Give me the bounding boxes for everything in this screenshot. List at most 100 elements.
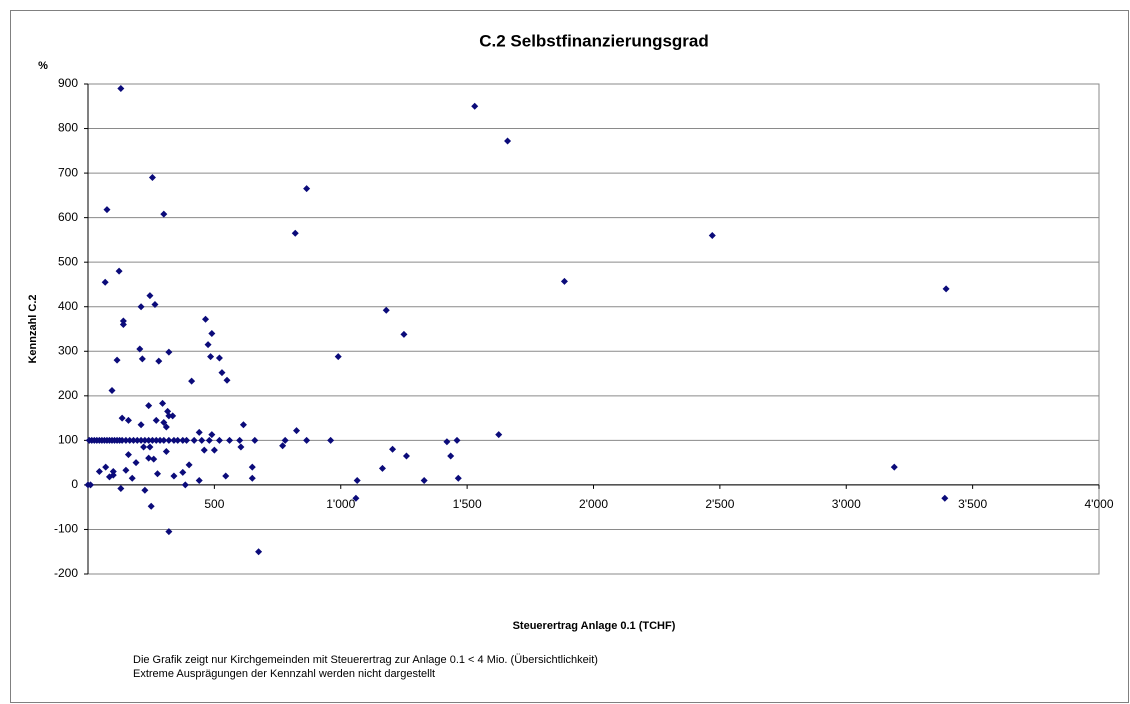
note: Die Grafik zeigt nur Kirchgemeinden mit … xyxy=(133,654,598,666)
y-tick-label: -100 xyxy=(54,522,78,536)
point xyxy=(147,502,155,510)
point xyxy=(156,436,164,444)
point xyxy=(353,476,361,484)
point xyxy=(179,436,187,444)
point xyxy=(942,285,950,293)
point xyxy=(303,436,311,444)
point xyxy=(119,317,127,325)
point xyxy=(181,481,189,489)
point xyxy=(87,481,95,489)
y-tick-label: 600 xyxy=(58,210,78,224)
point xyxy=(198,436,206,444)
point xyxy=(165,412,173,420)
x-tick-label: 1'500 xyxy=(453,497,482,511)
point xyxy=(248,463,256,471)
point xyxy=(239,421,247,429)
point xyxy=(146,292,154,300)
point xyxy=(119,321,127,329)
point xyxy=(170,472,178,480)
point xyxy=(145,454,153,462)
point xyxy=(117,484,125,492)
point xyxy=(132,459,140,467)
point xyxy=(303,185,311,193)
point xyxy=(293,427,301,435)
point xyxy=(389,445,397,453)
point xyxy=(137,421,145,429)
point xyxy=(150,455,158,463)
point xyxy=(118,414,126,422)
point xyxy=(400,330,408,338)
point xyxy=(215,436,223,444)
point xyxy=(210,446,218,454)
y-tick-label: 300 xyxy=(58,343,78,357)
point xyxy=(179,468,187,476)
point xyxy=(146,443,154,451)
point xyxy=(141,486,149,494)
point xyxy=(145,402,153,410)
point xyxy=(117,84,125,92)
point xyxy=(152,436,160,444)
point xyxy=(504,137,512,145)
point xyxy=(327,436,335,444)
point xyxy=(402,452,410,460)
point xyxy=(560,277,568,285)
point xyxy=(109,471,117,479)
point xyxy=(141,436,149,444)
point xyxy=(420,476,428,484)
point xyxy=(165,528,173,536)
x-axis-title: Steuerertrag Anlage 0.1 (TCHF) xyxy=(513,620,676,632)
point xyxy=(124,416,132,424)
point xyxy=(222,472,230,480)
point xyxy=(207,353,215,361)
point xyxy=(102,463,110,471)
point xyxy=(122,466,130,474)
point xyxy=(200,446,208,454)
point xyxy=(236,436,244,444)
y-tick-label: 400 xyxy=(58,299,78,313)
point xyxy=(248,474,256,482)
point xyxy=(138,355,146,363)
point xyxy=(128,474,136,482)
y-axis-title: Kennzahl C.2 xyxy=(27,294,39,363)
point xyxy=(204,341,212,349)
point xyxy=(160,436,168,444)
y-tick-label: 500 xyxy=(58,254,78,268)
point xyxy=(941,494,949,502)
y-tick-label: 700 xyxy=(58,165,78,179)
point xyxy=(183,436,191,444)
point xyxy=(113,356,121,364)
point xyxy=(140,443,148,451)
point xyxy=(708,231,716,239)
point xyxy=(115,267,123,275)
point xyxy=(118,436,126,444)
y-tick-label: 900 xyxy=(58,76,78,90)
y-tick-label: 100 xyxy=(58,433,78,447)
point xyxy=(453,436,461,444)
point xyxy=(101,278,109,286)
chart-title: C.2 Selbstfinanzierungsgrad xyxy=(479,31,709,50)
point xyxy=(279,442,287,450)
chart-border xyxy=(10,10,1129,703)
point xyxy=(159,399,167,407)
point xyxy=(202,315,210,323)
point xyxy=(148,174,156,182)
y-tick-label: -200 xyxy=(54,566,78,580)
point xyxy=(334,353,342,361)
point xyxy=(169,412,177,420)
point xyxy=(170,436,178,444)
point xyxy=(160,210,168,218)
point xyxy=(205,436,213,444)
point xyxy=(382,306,390,314)
point xyxy=(103,206,111,214)
point xyxy=(454,474,462,482)
point xyxy=(190,436,198,444)
x-tick-label: 1'000 xyxy=(326,497,355,511)
point xyxy=(136,345,144,353)
point xyxy=(165,348,173,356)
point xyxy=(162,423,170,431)
point xyxy=(471,102,479,110)
point xyxy=(151,301,159,308)
y-unit: % xyxy=(38,60,48,72)
point xyxy=(108,386,116,394)
